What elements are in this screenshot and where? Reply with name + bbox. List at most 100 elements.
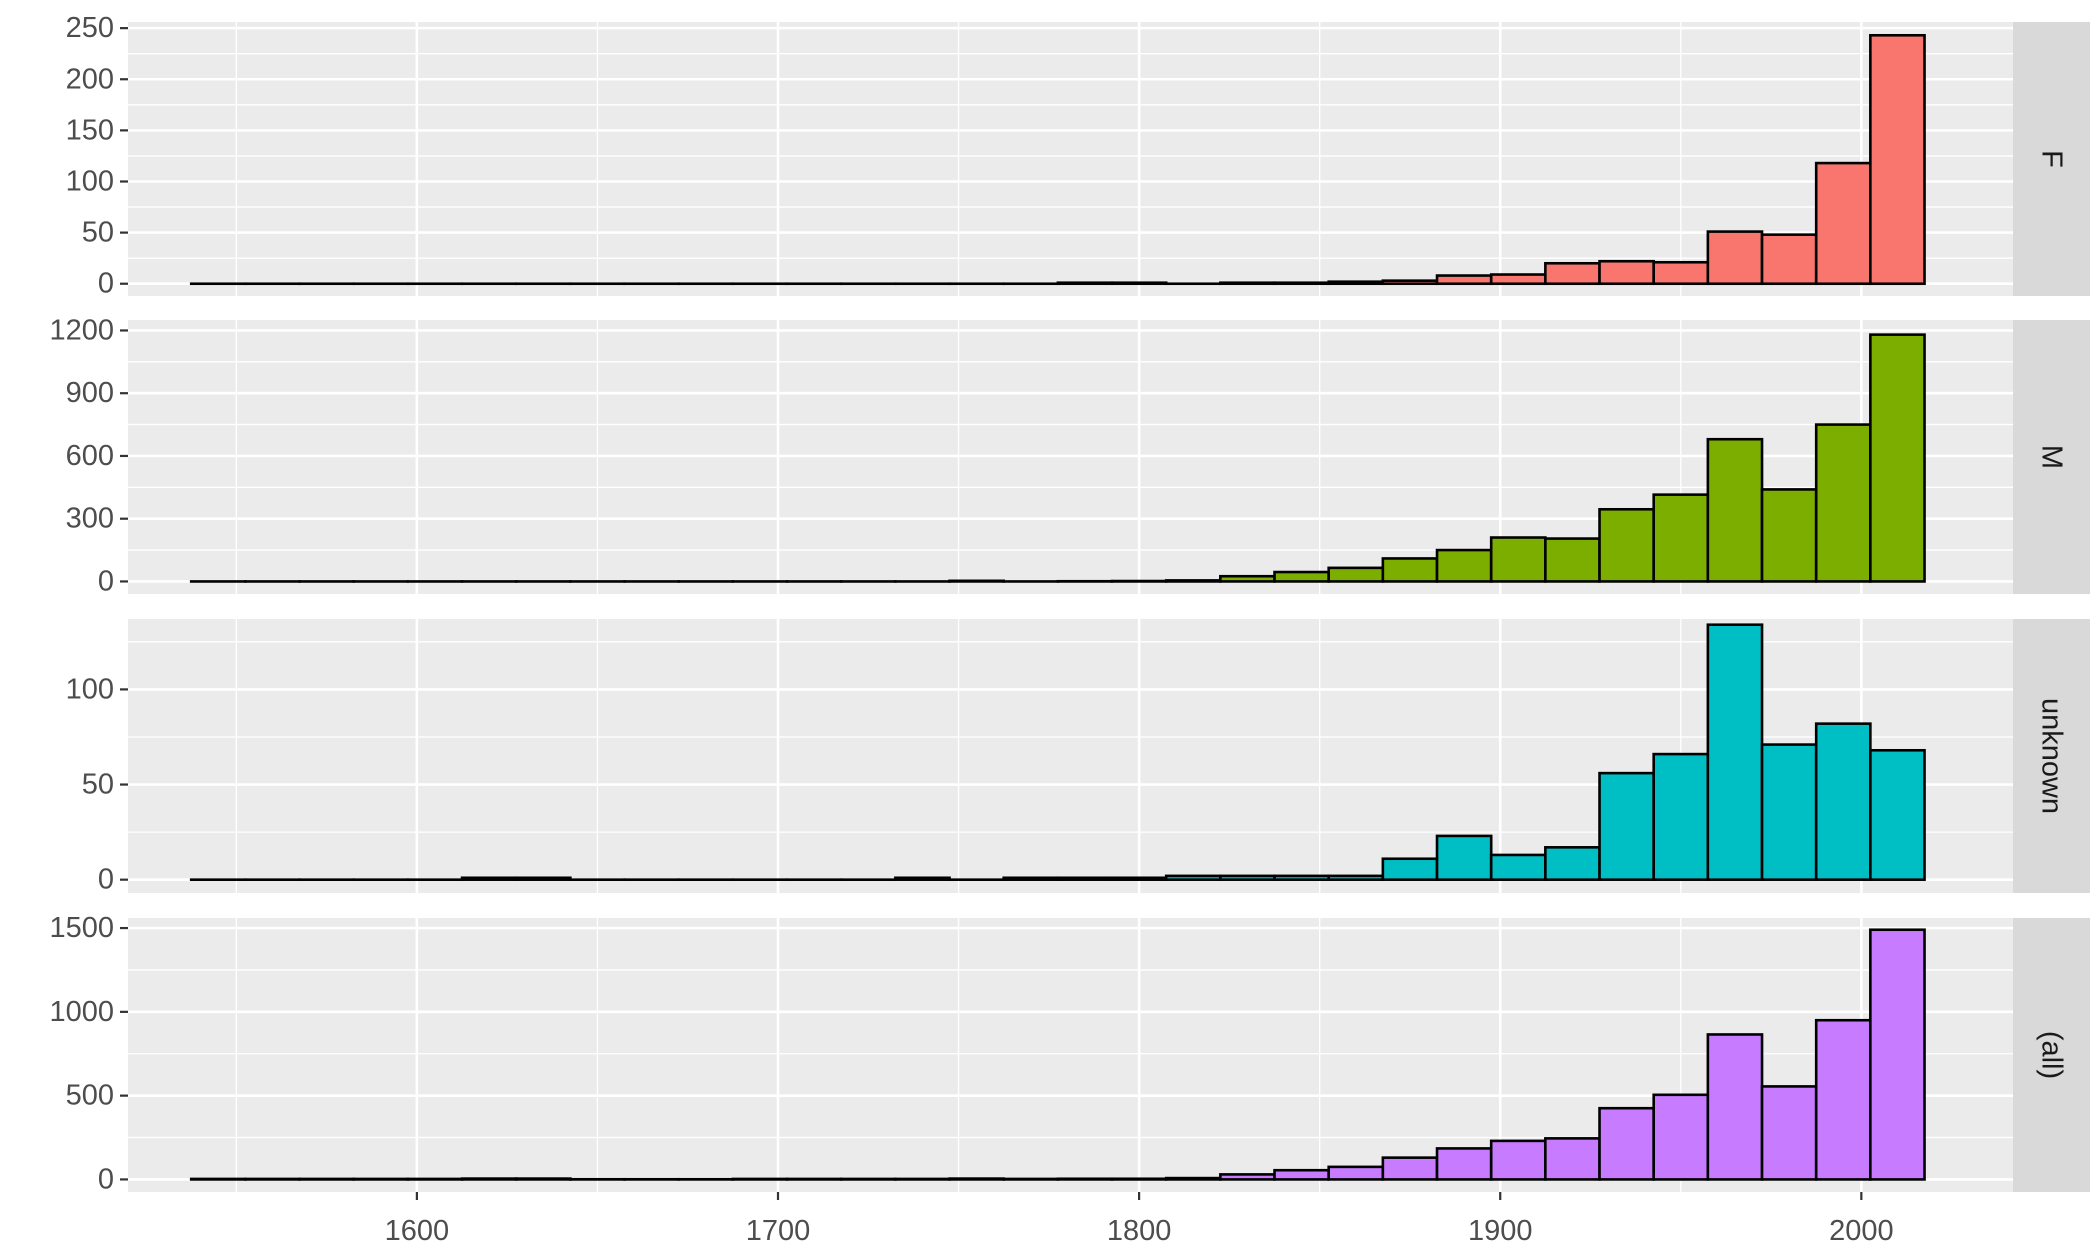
x-tick-label: 1700	[746, 1215, 811, 1247]
histogram-bar	[1869, 928, 1926, 1181]
histogram-bar	[1706, 437, 1764, 583]
histogram-bar	[1760, 743, 1818, 881]
histogram-bar	[1164, 1176, 1222, 1181]
histogram-bar	[1598, 1106, 1655, 1181]
facet-panel-1: 0 50 100 150 200 250 F	[66, 12, 2090, 300]
histogram-bar	[1760, 1085, 1818, 1181]
facet-strip-label: (all)	[2036, 1031, 2068, 1079]
histogram-bar	[1544, 1137, 1601, 1181]
facet-strip	[2013, 320, 2090, 594]
histogram-bar	[1814, 161, 1872, 286]
y-tick-label: 50	[82, 769, 114, 801]
histogram-bar	[785, 1177, 843, 1181]
histogram-bar	[1219, 574, 1276, 583]
histogram-bar	[1814, 722, 1872, 881]
histogram-bar	[1056, 1177, 1114, 1181]
x-tick-label: 2000	[1829, 1215, 1894, 1247]
histogram-bar	[1002, 876, 1060, 881]
y-tick-label: 300	[66, 503, 114, 535]
y-tick-label: 1200	[49, 314, 114, 346]
histogram-bar	[1219, 874, 1276, 881]
histogram-bar	[514, 1177, 572, 1181]
histogram-bar	[948, 579, 1005, 583]
histogram-bar	[1544, 261, 1601, 286]
y-tick-label: 1500	[49, 912, 114, 944]
histogram-bar	[1273, 281, 1330, 286]
y-tick-label: 900	[66, 377, 114, 409]
facet-panel-4: 0 500 1000 1500 (all)	[49, 912, 2090, 1195]
histogram-bar	[1706, 1033, 1764, 1181]
histogram-bar	[1489, 1139, 1547, 1181]
histogram-bar	[1219, 1173, 1276, 1181]
histogram-bar	[514, 876, 572, 881]
histogram-bar	[1760, 233, 1818, 286]
histogram-bar	[894, 876, 951, 881]
facet-strip	[2013, 918, 2090, 1192]
histogram-bar	[1869, 333, 1926, 583]
y-tick-label: 250	[66, 12, 114, 44]
panel-background	[128, 22, 2013, 296]
facet-panel-3: 0 50 100 unknown	[66, 619, 2090, 896]
y-tick-label: 0	[98, 1163, 114, 1195]
histogram-bar	[1327, 874, 1385, 881]
facets-layer: 0 50 100 150 200 250 F 0 300 600 900 1200 M 0 50 100 unk…	[49, 12, 2090, 1195]
histogram-bar	[1598, 771, 1655, 881]
y-tick-label: 50	[82, 217, 114, 249]
histogram-bar	[1435, 1147, 1493, 1181]
histogram-bar	[1652, 1093, 1710, 1181]
histogram-bar	[352, 1177, 410, 1181]
histogram-bar	[1652, 260, 1710, 286]
histogram-bar	[1381, 1156, 1439, 1181]
histogram-bar	[731, 1177, 789, 1181]
histogram-bar	[1869, 33, 1926, 286]
histogram-bar	[894, 1177, 951, 1181]
y-tick-label: 0	[98, 565, 114, 597]
histogram-bar	[1435, 274, 1493, 286]
y-tick-label: 1000	[49, 996, 114, 1028]
histogram-bar	[1327, 566, 1385, 583]
y-tick-label: 200	[66, 63, 114, 95]
histogram-bar	[460, 1177, 518, 1181]
histogram-bar	[1869, 748, 1926, 881]
histogram-bar	[189, 1177, 247, 1181]
y-tick-label: 150	[66, 114, 114, 146]
x-tick-label: 1600	[385, 1215, 450, 1247]
histogram-bar	[1489, 273, 1547, 286]
facet-strip-label: unknown	[2036, 698, 2068, 814]
histogram-bar	[1164, 874, 1222, 881]
histogram-bar	[1110, 281, 1168, 286]
histogram-bar	[1435, 548, 1493, 583]
histogram-bar	[1706, 623, 1764, 881]
facet-strip-label: F	[2036, 150, 2068, 168]
facet-strip	[2013, 22, 2090, 296]
histogram-bar	[948, 1177, 1005, 1181]
histogram-bar	[1056, 281, 1114, 286]
histogram-bar	[1760, 488, 1818, 583]
y-tick-label: 0	[98, 268, 114, 300]
histogram-bar	[1164, 579, 1222, 583]
histogram-bar	[1489, 536, 1547, 583]
histogram-bar	[1435, 834, 1493, 881]
facet-panel-2: 0 300 600 900 1200 M	[49, 314, 2090, 597]
x-axis: 1600 1700 1800 1900 2000	[385, 1192, 1894, 1247]
histogram-bar	[1273, 874, 1330, 881]
histogram-bar	[1814, 423, 1872, 583]
x-tick-label: 1900	[1468, 1215, 1533, 1247]
histogram-bar	[1327, 280, 1385, 286]
histogram-bar	[1273, 570, 1330, 583]
facet-strip	[2013, 619, 2090, 893]
histogram-bar	[1110, 876, 1168, 881]
histogram-bar	[1489, 853, 1547, 881]
histogram-bar	[1652, 752, 1710, 881]
histogram-bar	[406, 1177, 464, 1181]
y-tick-label: 100	[66, 165, 114, 197]
histogram-bar	[244, 1177, 301, 1181]
histogram-bar	[1598, 259, 1655, 286]
histogram-bar	[1544, 846, 1601, 881]
histogram-bar	[839, 1177, 897, 1181]
histogram-bar	[1002, 1177, 1060, 1181]
y-tick-label: 500	[66, 1080, 114, 1112]
histogram-bar	[1273, 1168, 1330, 1181]
histogram-bar	[1327, 1165, 1385, 1181]
